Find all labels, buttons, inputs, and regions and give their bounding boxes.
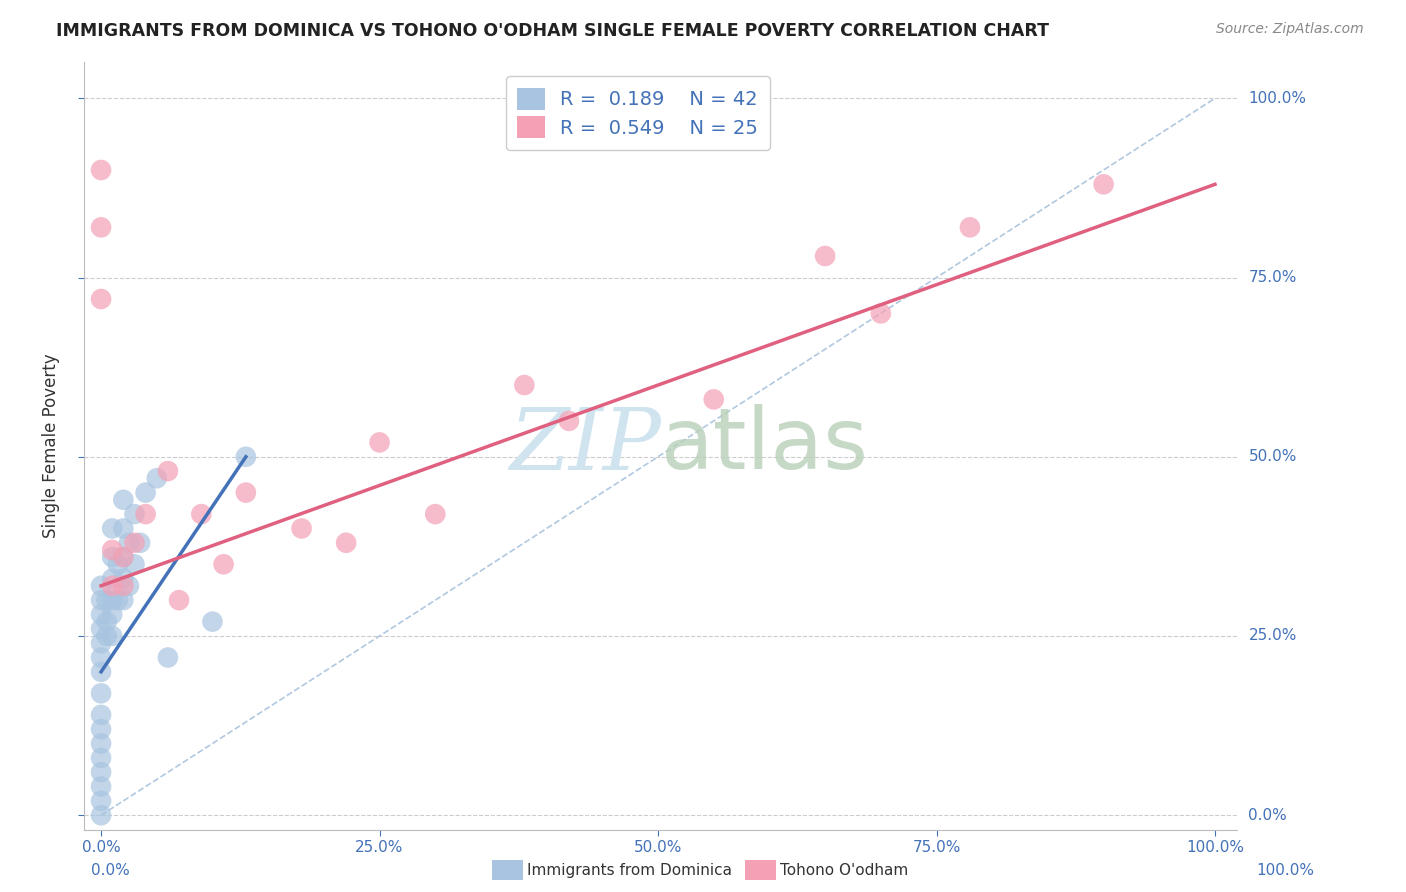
Point [156, 464, 179, 478]
Point [135, 507, 157, 521]
Point [90, 765, 112, 780]
Point [90, 579, 112, 593]
Point [959, 220, 981, 235]
Y-axis label: Single Female Poverty: Single Female Poverty [42, 354, 60, 538]
Point [558, 414, 581, 428]
Point [96, 593, 118, 607]
Point [101, 629, 124, 643]
Point [90, 163, 112, 178]
Point [90, 292, 112, 306]
Point [112, 521, 135, 535]
Point [124, 536, 146, 550]
Point [814, 249, 837, 263]
Point [90, 794, 112, 808]
Point [368, 435, 391, 450]
Point [90, 707, 112, 722]
Point [90, 722, 112, 736]
Point [112, 593, 135, 607]
Text: 100.0%: 100.0% [1257, 863, 1315, 878]
Point [90, 737, 112, 751]
Point [101, 593, 124, 607]
Point [212, 558, 235, 572]
Point [101, 521, 124, 535]
Point [90, 607, 112, 622]
Point [107, 558, 129, 572]
Point [101, 572, 124, 586]
Point [1092, 178, 1115, 192]
Point [90, 686, 112, 700]
Text: 0.0%: 0.0% [1249, 808, 1286, 822]
Point [235, 485, 257, 500]
Point [290, 521, 312, 535]
Point [90, 665, 112, 679]
Point [118, 579, 141, 593]
Text: atlas: atlas [661, 404, 869, 488]
Point [112, 550, 135, 565]
Text: 50.0%: 50.0% [1249, 450, 1296, 464]
Point [90, 622, 112, 636]
Point [112, 579, 135, 593]
Point [124, 558, 146, 572]
Text: 0.0%: 0.0% [91, 863, 131, 878]
Point [96, 629, 118, 643]
Point [90, 220, 112, 235]
Point [107, 593, 129, 607]
Text: ZIP: ZIP [509, 405, 661, 487]
Point [101, 579, 124, 593]
Text: 100.0%: 100.0% [1249, 91, 1306, 106]
Point [135, 485, 157, 500]
Point [90, 808, 112, 822]
Point [112, 492, 135, 507]
Point [101, 550, 124, 565]
Text: 75.0%: 75.0% [1249, 270, 1296, 285]
Text: IMMIGRANTS FROM DOMINICA VS TOHONO O'ODHAM SINGLE FEMALE POVERTY CORRELATION CHA: IMMIGRANTS FROM DOMINICA VS TOHONO O'ODH… [56, 22, 1049, 40]
Point [201, 615, 224, 629]
Point [703, 392, 725, 407]
Legend: R =  0.189    N = 42, R =  0.549    N = 25: R = 0.189 N = 42, R = 0.549 N = 25 [506, 76, 769, 150]
Point [167, 593, 190, 607]
Text: Source: ZipAtlas.com: Source: ZipAtlas.com [1216, 22, 1364, 37]
Point [90, 650, 112, 665]
Point [156, 650, 179, 665]
Point [129, 536, 152, 550]
Point [90, 780, 112, 794]
Text: 25.0%: 25.0% [1249, 629, 1296, 643]
Point [235, 450, 257, 464]
Point [90, 636, 112, 650]
Point [124, 507, 146, 521]
Point [513, 378, 536, 392]
Point [112, 550, 135, 565]
Text: Tohono O'odham: Tohono O'odham [780, 863, 908, 878]
Point [90, 751, 112, 765]
Point [190, 507, 212, 521]
Text: Immigrants from Dominica: Immigrants from Dominica [527, 863, 733, 878]
Point [425, 507, 447, 521]
Point [96, 615, 118, 629]
Point [101, 543, 124, 558]
Point [101, 607, 124, 622]
Point [335, 536, 357, 550]
Point [869, 306, 891, 320]
Point [112, 572, 135, 586]
Point [118, 536, 141, 550]
Point [145, 471, 167, 485]
Point [90, 593, 112, 607]
